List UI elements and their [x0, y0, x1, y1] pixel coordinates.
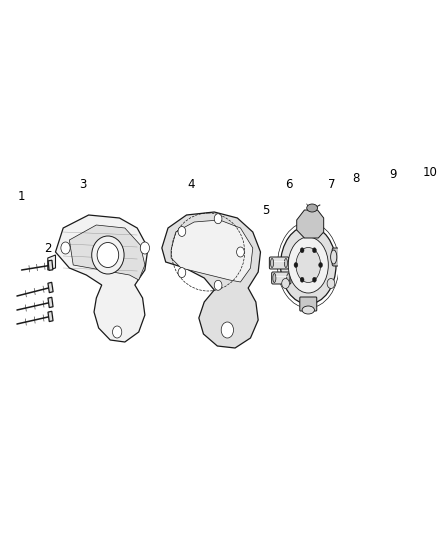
Ellipse shape [296, 247, 321, 282]
Polygon shape [48, 311, 53, 321]
Ellipse shape [288, 237, 328, 293]
Ellipse shape [351, 246, 370, 284]
Ellipse shape [428, 234, 435, 242]
Circle shape [178, 268, 186, 278]
Ellipse shape [273, 273, 276, 282]
Circle shape [178, 227, 186, 237]
Circle shape [61, 242, 70, 254]
Circle shape [387, 259, 392, 265]
Circle shape [294, 262, 298, 268]
Circle shape [214, 280, 222, 290]
Circle shape [402, 259, 407, 265]
Ellipse shape [271, 259, 274, 268]
Polygon shape [171, 220, 253, 282]
Ellipse shape [307, 204, 318, 212]
Circle shape [327, 279, 335, 288]
Ellipse shape [419, 235, 438, 281]
Circle shape [237, 247, 244, 257]
Circle shape [319, 262, 322, 268]
FancyBboxPatch shape [272, 272, 291, 284]
Text: 5: 5 [262, 204, 269, 216]
Text: 8: 8 [353, 172, 360, 184]
Polygon shape [56, 215, 148, 342]
Ellipse shape [331, 250, 337, 264]
Ellipse shape [347, 239, 374, 291]
Ellipse shape [381, 233, 413, 291]
Circle shape [300, 248, 304, 253]
Ellipse shape [302, 306, 314, 314]
Circle shape [395, 247, 399, 253]
FancyBboxPatch shape [269, 257, 289, 269]
Ellipse shape [354, 252, 367, 278]
Ellipse shape [92, 236, 124, 274]
Circle shape [140, 242, 149, 254]
Polygon shape [48, 260, 53, 270]
Ellipse shape [97, 243, 119, 268]
Ellipse shape [284, 259, 287, 268]
Circle shape [300, 277, 304, 282]
Text: 7: 7 [328, 179, 335, 191]
Polygon shape [69, 225, 145, 280]
Text: 4: 4 [187, 179, 195, 191]
Text: 6: 6 [285, 179, 293, 191]
Ellipse shape [385, 241, 409, 283]
Circle shape [313, 248, 316, 253]
Ellipse shape [280, 226, 336, 304]
Polygon shape [48, 255, 56, 270]
Circle shape [282, 279, 290, 288]
FancyBboxPatch shape [300, 297, 317, 311]
Circle shape [395, 271, 399, 277]
Ellipse shape [390, 249, 404, 275]
Polygon shape [162, 212, 261, 348]
Text: 2: 2 [44, 241, 52, 254]
Circle shape [313, 277, 316, 282]
Text: 1: 1 [18, 190, 25, 204]
Polygon shape [48, 282, 53, 293]
Circle shape [304, 223, 312, 233]
Polygon shape [297, 210, 324, 238]
Circle shape [221, 322, 233, 338]
Circle shape [214, 214, 222, 224]
Text: 10: 10 [423, 166, 438, 180]
Ellipse shape [424, 242, 438, 274]
Text: 3: 3 [80, 179, 87, 191]
Text: 9: 9 [389, 168, 397, 182]
Ellipse shape [287, 273, 290, 282]
Circle shape [113, 326, 122, 338]
FancyBboxPatch shape [332, 248, 351, 266]
Polygon shape [48, 297, 53, 308]
